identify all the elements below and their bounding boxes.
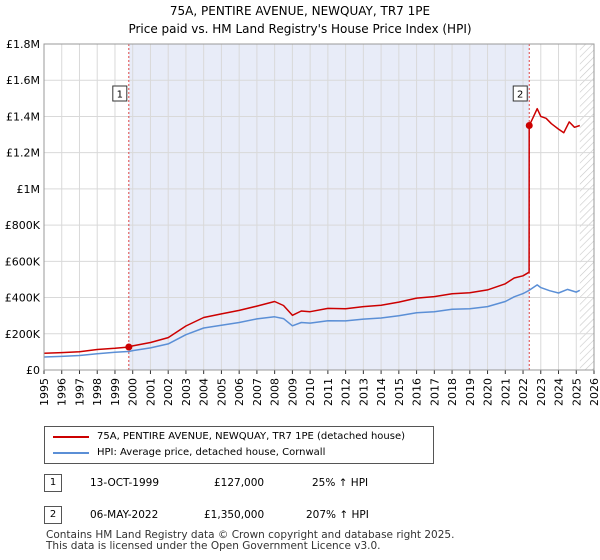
sale-marker-badge [112, 85, 128, 102]
x-tick-label: 2022 [517, 378, 530, 406]
sale-marker-badge [512, 85, 528, 102]
legend-label-hpi: HPI: Average price, detached house, Corn… [97, 447, 326, 458]
x-tick-label: 1996 [56, 378, 69, 406]
chart-title: 75A, PENTIRE AVENUE, NEWQUAY, TR7 1PE [170, 4, 430, 18]
x-tick-label: 2009 [286, 378, 299, 406]
x-tick-label: 2018 [446, 378, 459, 406]
transaction-hpi-change: 207% ↑ HPI [306, 509, 369, 521]
transaction-date: 06-MAY-2022 [90, 509, 159, 521]
x-tick-label: 2010 [304, 378, 317, 406]
legend-item-property: 75A, PENTIRE AVENUE, NEWQUAY, TR7 1PE (d… [53, 429, 423, 445]
y-tick-label: £200K [5, 328, 41, 341]
y-tick-label: £1.4M [6, 110, 40, 123]
x-tick-label: 2011 [322, 378, 335, 406]
x-tick-label: 2002 [162, 378, 175, 406]
x-tick-label: 2021 [499, 378, 512, 406]
x-tick-label: 2004 [198, 378, 211, 406]
x-tick-label: 1995 [38, 378, 51, 406]
legend-label-property: 75A, PENTIRE AVENUE, NEWQUAY, TR7 1PE (d… [97, 431, 406, 442]
x-tick-label: 2012 [340, 378, 353, 406]
x-tick-label: 2019 [464, 378, 477, 406]
plot-frame [43, 43, 595, 371]
x-tick-label: 1998 [91, 378, 104, 406]
x-tick-label: 2016 [411, 378, 424, 406]
transaction-price: £127,000 [214, 477, 265, 489]
legend-swatch-hpi [53, 452, 89, 454]
y-tick-label: £1M [17, 183, 41, 196]
forecast-hatch [579, 44, 594, 370]
x-tick-label: 2024 [553, 378, 566, 406]
property-price-line [44, 107, 581, 354]
transaction-number: 2 [44, 506, 62, 524]
legend-item-hpi: HPI: Average price, detached house, Corn… [53, 445, 423, 461]
y-tick-label: £400K [5, 292, 41, 305]
chart-subtitle: Price paid vs. HM Land Registry's House … [128, 22, 471, 36]
transaction-hpi-change: 25% ↑ HPI [312, 477, 369, 489]
x-tick-label: 2013 [357, 378, 370, 406]
x-tick-label: 2020 [482, 378, 495, 406]
x-tick-label: 1999 [109, 378, 122, 406]
x-tick-label: 2026 [588, 378, 600, 406]
footer-copyright: Contains HM Land Registry data © Crown c… [46, 529, 455, 541]
transaction-date: 13-OCT-1999 [90, 477, 159, 489]
x-tick-label: 2015 [393, 378, 406, 406]
x-tick-label: 2000 [127, 378, 140, 406]
legend-swatch-property [53, 436, 89, 438]
x-tick-label: 2001 [144, 378, 157, 406]
y-tick-label: £1.8M [6, 38, 40, 51]
y-tick-label: £1.2M [6, 147, 40, 160]
footer-licence: This data is licensed under the Open Gov… [46, 540, 381, 552]
ownership-period-shading [128, 44, 530, 370]
x-tick-label: 1997 [73, 378, 86, 406]
legend: 75A, PENTIRE AVENUE, NEWQUAY, TR7 1PE (d… [44, 426, 434, 464]
footer: Contains HM Land Registry data © Crown c… [46, 530, 454, 552]
x-tick-label: 2025 [570, 378, 583, 406]
sale-marker-number: 2 [517, 90, 523, 101]
x-tick-label: 2023 [535, 378, 548, 406]
sale-point [525, 122, 533, 129]
y-tick-label: £600K [5, 255, 41, 268]
x-tick-label: 2003 [180, 378, 193, 406]
price-chart: 75A, PENTIRE AVENUE, NEWQUAY, TR7 1PE Pr… [5, 4, 600, 406]
y-tick-label: £1.6M [6, 74, 40, 87]
transaction-number: 1 [44, 474, 62, 492]
transaction-price: £1,350,000 [204, 509, 265, 521]
x-tick-label: 2014 [375, 378, 388, 406]
x-tick-label: 2017 [428, 378, 441, 406]
y-tick-label: £0 [26, 364, 40, 377]
x-tick-label: 2006 [233, 378, 246, 406]
x-tick-label: 2005 [215, 378, 228, 406]
sale-marker-number: 1 [117, 90, 123, 101]
x-tick-label: 2008 [269, 378, 282, 406]
x-tick-label: 2007 [251, 378, 264, 406]
y-tick-label: £800K [5, 219, 41, 232]
hpi-line [44, 284, 581, 358]
sale-point [125, 343, 133, 351]
